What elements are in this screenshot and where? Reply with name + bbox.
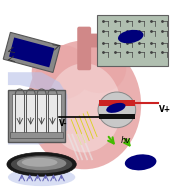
Polygon shape xyxy=(9,37,54,67)
Ellipse shape xyxy=(32,45,91,99)
Text: V-: V- xyxy=(59,119,68,128)
Ellipse shape xyxy=(47,63,121,153)
Ellipse shape xyxy=(98,92,136,128)
FancyBboxPatch shape xyxy=(99,114,135,119)
Ellipse shape xyxy=(72,43,126,93)
Ellipse shape xyxy=(22,158,57,167)
FancyBboxPatch shape xyxy=(97,15,168,66)
Text: V+: V+ xyxy=(159,105,172,114)
FancyBboxPatch shape xyxy=(99,100,135,106)
Ellipse shape xyxy=(8,168,75,186)
FancyBboxPatch shape xyxy=(12,94,61,138)
Polygon shape xyxy=(8,72,67,145)
FancyBboxPatch shape xyxy=(89,34,111,47)
Polygon shape xyxy=(3,32,60,72)
Ellipse shape xyxy=(106,103,125,113)
Ellipse shape xyxy=(7,153,76,176)
Ellipse shape xyxy=(118,30,143,43)
Text: hv: hv xyxy=(121,136,131,145)
FancyBboxPatch shape xyxy=(77,27,91,70)
Ellipse shape xyxy=(27,40,141,169)
Ellipse shape xyxy=(17,156,66,170)
Ellipse shape xyxy=(11,155,72,173)
FancyBboxPatch shape xyxy=(8,90,65,142)
Ellipse shape xyxy=(125,154,156,170)
FancyBboxPatch shape xyxy=(10,132,63,138)
